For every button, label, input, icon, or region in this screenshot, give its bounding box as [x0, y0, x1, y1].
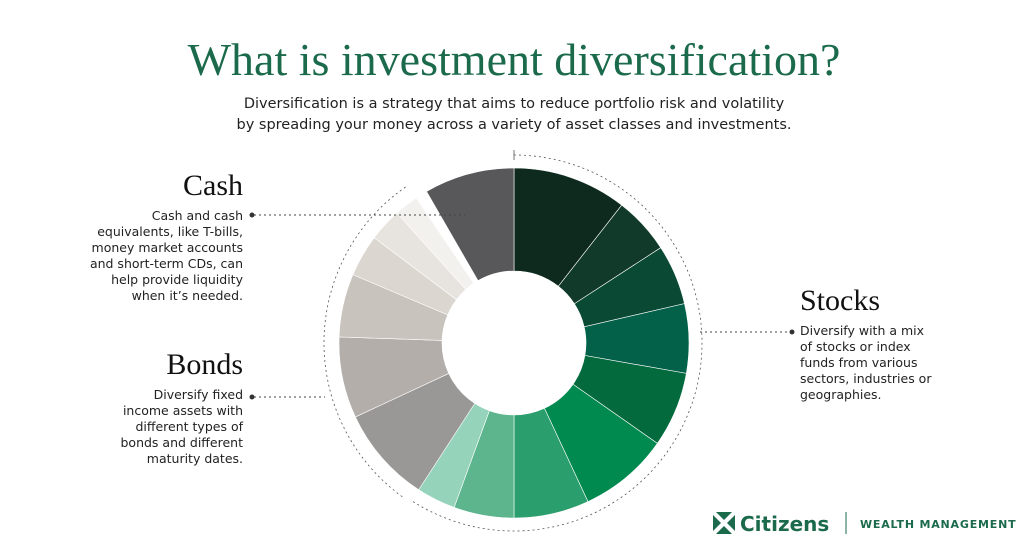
- donut: [323, 150, 703, 532]
- section-line: Diversify with a mix: [800, 323, 924, 338]
- section-line: help provide liquidity: [111, 272, 243, 287]
- section-line: geographies.: [800, 387, 882, 402]
- dot: [789, 329, 795, 335]
- section-line: Diversify fixed: [154, 387, 243, 402]
- section-line: money market accounts: [92, 240, 243, 255]
- leader-dots: [249, 212, 795, 400]
- donut-segment: [396, 197, 475, 290]
- section-line: bonds and different: [120, 435, 243, 450]
- section-line: different types of: [135, 419, 243, 434]
- leaders: [254, 214, 790, 398]
- section-line: equivalents, like T-bills,: [97, 224, 243, 239]
- logo-division: WEALTH MANAGEMENT: [860, 518, 1016, 531]
- subtitle-line: Diversification is a strategy that aims …: [244, 96, 785, 112]
- section-line: and short-term CDs, can: [90, 256, 243, 271]
- section-line: sectors, industries or: [800, 371, 932, 386]
- section-line: funds from various: [800, 355, 917, 370]
- donut-segment: [426, 167, 515, 282]
- section-line: maturity dates.: [147, 451, 243, 466]
- logo-brand: Citizens: [740, 512, 829, 536]
- section-line: when it’s needed.: [132, 288, 243, 303]
- section-line: of stocks or index: [800, 339, 911, 354]
- dot: [249, 212, 255, 218]
- title: What is investment diversification?: [188, 34, 841, 85]
- section-line: Cash and cash: [152, 208, 243, 223]
- texts: Diversification is a strategy that aims …: [90, 96, 932, 466]
- section-line: income assets with: [123, 403, 243, 418]
- dot: [249, 394, 255, 400]
- dashed-arc: [323, 185, 408, 498]
- section-heading: Bonds: [166, 348, 243, 381]
- section-heading: Stocks: [800, 284, 880, 317]
- subtitle-line: by spreading your money across a variety…: [237, 117, 792, 133]
- section-heading: Cash: [183, 169, 243, 202]
- logo-icon: [713, 512, 735, 534]
